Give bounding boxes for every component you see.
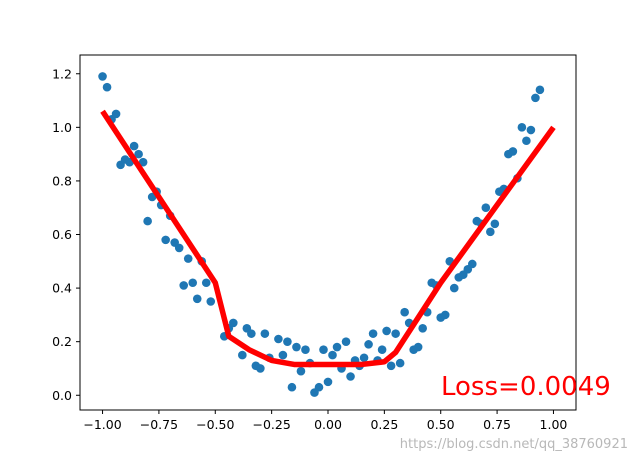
fit-line	[100, 109, 556, 368]
x-tick-label: 0.25	[370, 417, 398, 432]
y-axis-ticks: 0.0 0.2 0.4 0.6 0.8 1.0 1.2	[52, 66, 80, 403]
fit-line-series	[100, 109, 556, 368]
scatter-point	[256, 364, 265, 373]
watermark-text: https://blog.csdn.net/qq_38760921	[400, 437, 628, 452]
scatter-point	[247, 329, 256, 338]
scatter-point	[274, 334, 283, 344]
scatter-point	[413, 342, 423, 352]
scatter-point	[386, 361, 396, 371]
scatter-point	[179, 281, 189, 290]
scatter-point	[368, 329, 378, 338]
scatter-point	[364, 340, 373, 349]
x-axis-ticks: −1.00 −0.75 −0.50 −0.25 0.00 0.25 0.50 0.75 1.00	[83, 410, 567, 432]
scatter-point	[174, 243, 184, 253]
scatter-point	[449, 283, 459, 293]
scatter-point	[283, 337, 292, 346]
scatter-point	[332, 342, 342, 352]
x-tick-label: −0.25	[252, 417, 290, 432]
scatter-point	[301, 345, 310, 355]
x-tick-label: −1.00	[83, 417, 121, 432]
scatter-point	[292, 342, 301, 352]
scatter-point	[111, 109, 121, 119]
x-tick-label: 0.75	[483, 417, 511, 432]
scatter-point	[395, 358, 405, 368]
scatter-point	[229, 318, 238, 328]
scatter-point	[341, 337, 351, 346]
scatter-point	[359, 353, 369, 363]
y-tick-label: 0.4	[52, 281, 72, 296]
scatter-point	[377, 345, 387, 355]
scatter-point	[531, 93, 540, 103]
scatter-point	[314, 382, 324, 392]
scatter-point	[346, 372, 355, 381]
scatter-point	[400, 307, 409, 317]
scatter-point	[296, 366, 306, 376]
scatter-point	[440, 310, 450, 320]
scatter-point	[323, 377, 333, 387]
y-tick-label: 1.0	[52, 120, 72, 135]
y-tick-label: 0.8	[52, 173, 72, 188]
scatter-point	[260, 329, 270, 338]
scatter-point	[143, 216, 152, 226]
scatter-point	[319, 345, 328, 355]
loss-annotation: Loss=0.0049	[441, 372, 611, 402]
y-tick-label: 0.2	[52, 334, 72, 349]
scatter-point	[102, 82, 112, 92]
scatter-point	[526, 125, 536, 135]
scatter-point	[418, 323, 427, 333]
scatter-point	[129, 141, 139, 151]
scatter-point	[481, 203, 491, 213]
x-tick-label: −0.75	[140, 417, 178, 432]
scatter-point	[328, 350, 337, 360]
scatter-point	[138, 157, 148, 167]
scatter-point	[278, 350, 288, 360]
scatter-point	[535, 85, 545, 95]
x-tick-label: 0.50	[427, 417, 455, 432]
scatter-point	[206, 297, 216, 306]
scatter-point	[287, 382, 297, 392]
scatter-point	[188, 278, 198, 288]
scatter-point	[183, 254, 193, 263]
y-tick-label: 0.0	[52, 388, 72, 403]
x-tick-label: 0.00	[314, 417, 342, 432]
scatter-point	[192, 294, 202, 304]
scatter-point	[486, 227, 495, 237]
scatter-point	[382, 326, 391, 336]
scatter-point	[134, 149, 143, 159]
x-tick-label: 1.00	[540, 417, 568, 432]
x-tick-label: −0.50	[196, 417, 234, 432]
scatter-point	[238, 350, 247, 360]
scatter-point	[98, 72, 107, 81]
scatter-point	[522, 136, 531, 146]
scatter-point	[161, 235, 170, 245]
scatter-point	[517, 123, 527, 132]
scatter-point	[508, 147, 518, 156]
scatter-point	[490, 219, 500, 229]
y-tick-label: 0.6	[52, 227, 72, 242]
scatter-point	[467, 259, 477, 269]
y-tick-label: 1.2	[52, 66, 72, 81]
scatter-point	[391, 329, 400, 338]
scatter-point	[201, 278, 211, 288]
